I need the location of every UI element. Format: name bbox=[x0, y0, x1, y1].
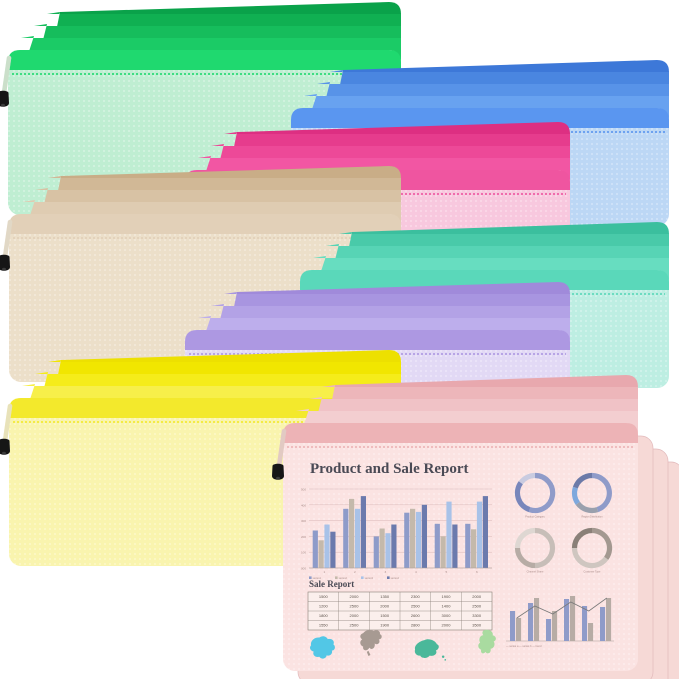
svg-text:Region Distribution: Region Distribution bbox=[581, 516, 603, 519]
svg-text:1500: 1500 bbox=[380, 613, 390, 618]
svg-text:2500: 2500 bbox=[350, 623, 360, 628]
svg-text:5: 5 bbox=[446, 570, 448, 574]
svg-text:500: 500 bbox=[301, 488, 306, 492]
svg-text:000: 000 bbox=[301, 567, 306, 571]
svg-text:series3: series3 bbox=[365, 576, 374, 580]
svg-text:Product Category: Product Category bbox=[525, 516, 545, 519]
svg-text:Channel Share: Channel Share bbox=[527, 571, 544, 574]
svg-text:1400: 1400 bbox=[442, 604, 452, 609]
svg-text:2000: 2000 bbox=[350, 613, 360, 618]
svg-text:Sale Report: Sale Report bbox=[309, 579, 354, 589]
svg-text:1350: 1350 bbox=[380, 594, 390, 599]
svg-text:2500: 2500 bbox=[472, 604, 482, 609]
svg-text:1: 1 bbox=[324, 570, 326, 574]
svg-text:Product and Sale Report: Product and Sale Report bbox=[310, 461, 468, 477]
svg-text:2000: 2000 bbox=[442, 623, 452, 628]
svg-text:1900: 1900 bbox=[380, 623, 390, 628]
svg-text:1900: 1900 bbox=[442, 594, 452, 599]
svg-text:3: 3 bbox=[385, 570, 387, 574]
svg-text:1500: 1500 bbox=[319, 594, 329, 599]
svg-text:series4: series4 bbox=[391, 576, 400, 580]
svg-text:100: 100 bbox=[301, 551, 306, 555]
svg-text:2500: 2500 bbox=[411, 604, 421, 609]
svg-text:6: 6 bbox=[476, 570, 478, 574]
svg-text:300: 300 bbox=[301, 519, 306, 523]
svg-text:2000: 2000 bbox=[380, 604, 390, 609]
svg-text:— series a — series b — tr: — series a — series b — trend bbox=[506, 644, 542, 648]
svg-text:3000: 3000 bbox=[442, 613, 452, 618]
svg-text:1550: 1550 bbox=[319, 623, 329, 628]
svg-text:2500: 2500 bbox=[350, 604, 360, 609]
svg-text:4: 4 bbox=[415, 570, 417, 574]
svg-text:2000: 2000 bbox=[472, 594, 482, 599]
svg-text:Customer Type: Customer Type bbox=[584, 571, 602, 574]
svg-text:2800: 2800 bbox=[411, 623, 421, 628]
svg-text:400: 400 bbox=[301, 503, 306, 507]
svg-text:2: 2 bbox=[354, 570, 356, 574]
svg-text:1800: 1800 bbox=[319, 613, 329, 618]
svg-text:2300: 2300 bbox=[411, 594, 421, 599]
svg-text:1200: 1200 bbox=[319, 604, 329, 609]
svg-text:3300: 3300 bbox=[472, 613, 482, 618]
svg-text:200: 200 bbox=[301, 535, 306, 539]
svg-text:2000: 2000 bbox=[350, 594, 360, 599]
svg-text:3500: 3500 bbox=[472, 623, 482, 628]
svg-text:2600: 2600 bbox=[411, 613, 421, 618]
